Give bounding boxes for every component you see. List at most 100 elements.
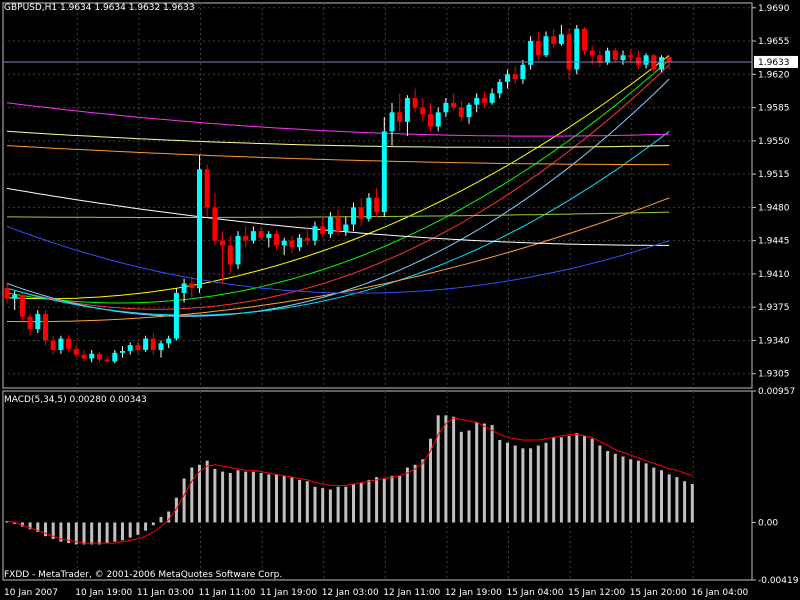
candle-body — [320, 226, 326, 234]
candle-body — [343, 224, 349, 232]
x-tick-label: 15 Jan 12:00 — [568, 588, 625, 598]
macd-bar — [683, 481, 687, 523]
x-tick-label: 16 Jan 04:00 — [691, 588, 748, 598]
candle-body — [351, 207, 356, 225]
macd-bar — [90, 522, 94, 545]
moving-average-line — [6, 130, 670, 148]
macd-bar — [44, 522, 47, 537]
x-tick-label: 11 Jan 11:00 — [199, 588, 256, 598]
y-tick-label: 1.9690 — [758, 4, 790, 14]
candle-body — [212, 207, 218, 241]
candle-body — [19, 294, 25, 317]
macd-bar — [452, 416, 456, 523]
macd-bar — [429, 438, 432, 523]
macd-bar — [182, 478, 186, 523]
candle-body — [489, 93, 495, 103]
candle-body — [381, 131, 387, 213]
y-tick-label: 1.9550 — [758, 137, 790, 147]
macd-bar — [174, 497, 178, 523]
candle-body — [127, 345, 133, 351]
main-chart-title: GBPUSD,H1 1.9634 1.9634 1.9632 1.9633 — [4, 3, 195, 13]
macd-bar — [128, 522, 132, 538]
macd-bar — [375, 477, 379, 523]
candle-body — [397, 112, 403, 122]
macd-bar — [336, 486, 340, 523]
macd-bar — [544, 442, 548, 523]
candle-body — [628, 55, 634, 58]
macd-bar — [290, 477, 294, 523]
candle-body — [643, 55, 649, 65]
candle-body — [250, 231, 256, 241]
x-tick-label: 12 Jan 03:00 — [322, 588, 379, 598]
candle-body — [412, 98, 418, 108]
x-tick-label: 11 Jan 03:00 — [137, 588, 194, 598]
candle-body — [89, 353, 95, 359]
candle-body — [574, 28, 580, 70]
macd-bar — [313, 486, 317, 523]
y-tick-label: 1.9305 — [758, 370, 790, 380]
x-tick-label: 10 Jan 19:00 — [75, 588, 132, 598]
moving-average-line — [6, 145, 670, 166]
macd-bar — [459, 431, 463, 523]
macd-bar — [151, 522, 155, 526]
candle-body — [297, 237, 303, 248]
macd-bar — [444, 415, 448, 523]
moving-average-line — [6, 64, 670, 310]
candle-body — [158, 343, 164, 350]
candle-body — [389, 112, 395, 132]
candle-body — [135, 345, 141, 350]
current-price-box — [754, 55, 798, 68]
candle-body — [73, 349, 79, 355]
macd-bar — [275, 474, 278, 523]
macd-bar — [20, 522, 24, 527]
x-tick-label: 12 Jan 19:00 — [445, 588, 502, 598]
macd-bar — [36, 522, 40, 533]
macd-bar — [321, 488, 325, 523]
macd-bar — [513, 445, 517, 523]
macd-bar — [436, 415, 440, 523]
macd-bar — [82, 522, 86, 545]
candle-body — [4, 288, 10, 299]
candle-body — [366, 197, 372, 219]
macd-bar — [305, 481, 309, 523]
candle-body — [620, 55, 626, 61]
macd-bar — [552, 437, 556, 523]
macd-bar — [621, 456, 625, 523]
candle-body — [612, 50, 618, 61]
candle-body — [582, 28, 587, 51]
macd-bar — [359, 482, 363, 523]
candle-body — [27, 316, 33, 330]
candle-body — [289, 240, 295, 248]
candle-body — [143, 338, 149, 350]
candle-body — [43, 313, 48, 341]
macd-bar — [136, 522, 140, 535]
copyright-text: FXDD - MetaTrader, © 2001-2006 MetaQuote… — [4, 570, 283, 580]
macd-y-tick-label: -0.00419 — [758, 576, 799, 586]
macd-bar — [644, 463, 648, 523]
candle-body — [258, 231, 264, 238]
macd-panel-frame — [2, 390, 753, 581]
candle-body — [481, 98, 487, 103]
macd-bar — [660, 470, 663, 523]
macd-bar — [344, 486, 348, 523]
macd-bar — [113, 522, 117, 542]
macd-bar — [5, 521, 9, 523]
candle-body — [589, 50, 595, 56]
macd-bar — [97, 522, 101, 545]
macd-bar — [629, 459, 633, 523]
candle-body — [466, 104, 472, 118]
candle-body — [428, 114, 433, 127]
candle-body — [181, 283, 187, 293]
candle-body — [358, 207, 364, 219]
candle-body — [35, 313, 41, 330]
macd-bar — [144, 522, 148, 531]
macd-bar — [652, 467, 656, 523]
macd-bar — [51, 522, 55, 539]
macd-bar — [675, 477, 679, 523]
candle-body — [266, 234, 272, 238]
y-tick-label: 1.9340 — [758, 336, 790, 346]
candle-body — [120, 350, 125, 353]
candle-body — [66, 338, 72, 350]
